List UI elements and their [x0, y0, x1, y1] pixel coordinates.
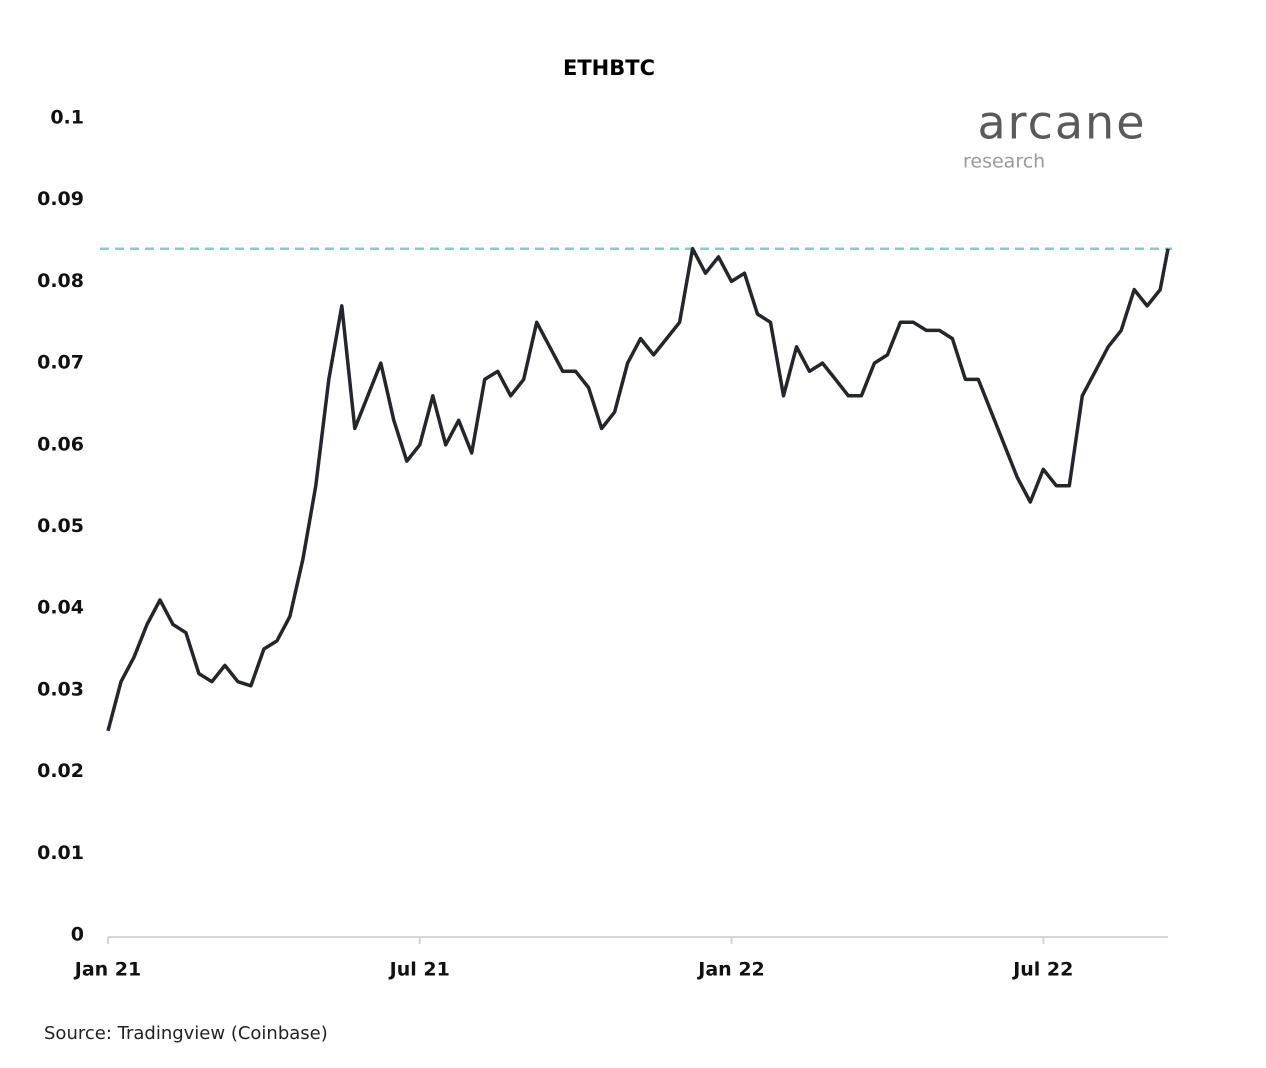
y-tick-label: 0.02	[37, 760, 84, 782]
y-tick-label: 0.06	[37, 433, 84, 455]
x-tick-label: Jul 21	[388, 959, 450, 981]
y-tick-label: 0.09	[37, 188, 84, 210]
y-tick-label: 0.01	[37, 842, 84, 864]
y-tick-label: 0.03	[37, 678, 84, 700]
line	[106, 246, 1170, 732]
y-tick-label: 0.08	[37, 270, 84, 292]
source: Source: Tradingview (Coinbase)	[44, 1023, 328, 1044]
x-tick-label: Jul 22	[1011, 959, 1073, 981]
chart-title: ETHBTC	[563, 56, 655, 80]
y-tick-label: 0	[71, 924, 84, 946]
y-tick-label: 0.04	[37, 597, 84, 619]
y-tick-label: 0.1	[50, 107, 84, 129]
y-tick-label: 0.05	[37, 515, 84, 537]
logo: arcane	[977, 96, 1146, 150]
logo-subtitle: research	[963, 151, 1045, 173]
y-tick-label: 0.07	[37, 352, 84, 374]
x-tick-label: Jan 22	[696, 959, 764, 981]
x-tick-label: Jan 21	[73, 959, 141, 981]
